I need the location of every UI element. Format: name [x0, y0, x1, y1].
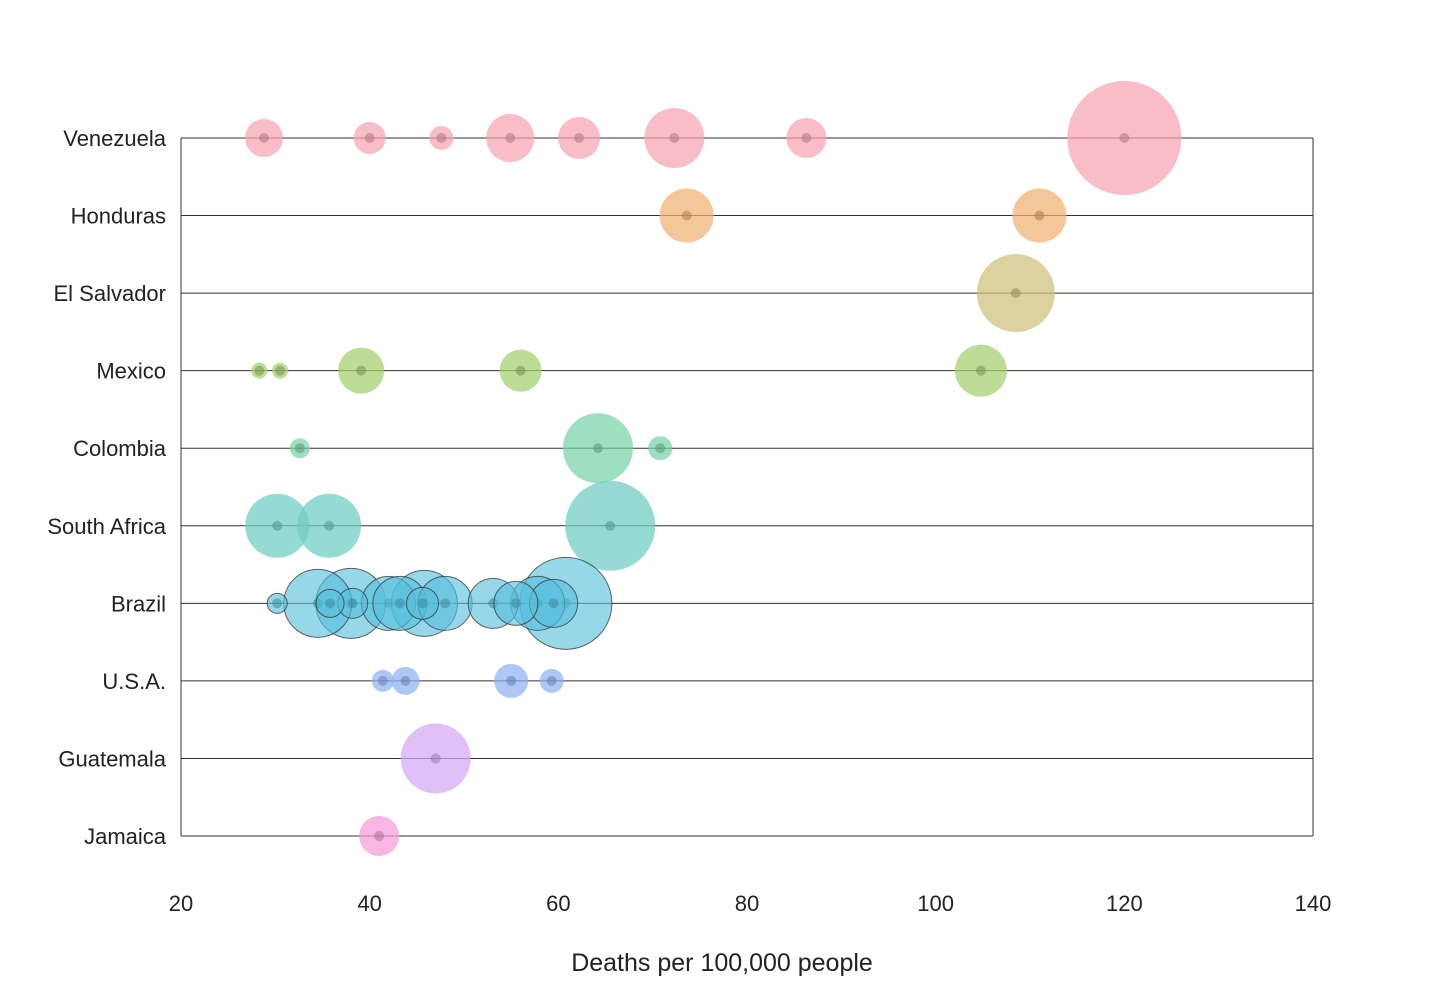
- bubble-center-south-africa-3: [324, 520, 335, 531]
- bubble-center-venezuela-8: [436, 133, 447, 143]
- bubble-center-venezuela-2: [669, 133, 680, 143]
- bubble-center-guatemala-1: [430, 753, 441, 764]
- x-tick-40: 40: [357, 891, 381, 916]
- bubble-center-mexico-5: [275, 365, 286, 376]
- bubble-center-colombia-3: [294, 443, 305, 454]
- bubble-center-u-s-a-3: [546, 675, 557, 686]
- bubble-center-jamaica-1: [374, 831, 385, 841]
- bubble-center-south-africa-2: [272, 520, 283, 531]
- bubble-center-south-africa-1: [605, 520, 616, 531]
- bubble-center-brazil-14: [325, 598, 336, 609]
- category-label-jamaica: Jamaica: [84, 824, 167, 849]
- series-colombia: [289, 413, 673, 484]
- bubbles-layer: [245, 81, 1182, 856]
- x-tick-20: 20: [169, 891, 193, 916]
- bubble-center-honduras-1: [681, 210, 692, 221]
- bubble-center-venezuela-3: [505, 133, 516, 143]
- bubble-center-mexico-1: [975, 365, 986, 376]
- bubble-center-mexico-4: [254, 365, 265, 376]
- category-labels: Venezuela Honduras El Salvador Mexico Colomb…: [47, 126, 166, 849]
- series-el-salvador: [976, 254, 1055, 333]
- bubble-center-colombia-1: [592, 443, 603, 454]
- bubble-center-brazil-15: [272, 598, 283, 609]
- bubble-center-brazil-7: [440, 598, 451, 609]
- bubble-center-brazil-6: [394, 598, 405, 609]
- bubble-center-brazil-12: [417, 598, 428, 609]
- category-label-brazil: Brazil: [111, 591, 166, 616]
- category-label-honduras: Honduras: [71, 204, 166, 229]
- bubble-center-u-s-a-2: [400, 675, 411, 686]
- category-label-mexico: Mexico: [96, 359, 166, 384]
- x-tick-140: 140: [1295, 891, 1332, 916]
- x-tick-120: 120: [1106, 891, 1143, 916]
- series-u-s-a: [371, 663, 564, 698]
- x-tick-80: 80: [735, 891, 759, 916]
- bubble-center-colombia-2: [655, 443, 666, 454]
- category-label-south-africa: South Africa: [47, 514, 166, 539]
- bubble-center-brazil-11: [510, 598, 521, 609]
- bubble-center-venezuela-1: [1119, 133, 1130, 143]
- bubble-center-el-salvador-1: [1010, 288, 1021, 299]
- bubble-center-u-s-a-4: [377, 675, 388, 686]
- bubble-center-mexico-3: [515, 365, 526, 376]
- bubble-center-venezuela-4: [574, 133, 585, 143]
- x-tick-100: 100: [917, 891, 954, 916]
- bubble-center-u-s-a-1: [506, 675, 517, 686]
- series-mexico: [251, 344, 1007, 397]
- category-label-colombia: Colombia: [73, 436, 167, 461]
- category-label-u-s-a: U.S.A.: [102, 669, 166, 694]
- series-south-africa: [245, 480, 656, 571]
- bubble-center-honduras-2: [1034, 210, 1045, 221]
- category-gridlines: [181, 137, 1313, 837]
- x-tick-60: 60: [546, 891, 570, 916]
- category-label-el-salvador: El Salvador: [53, 281, 166, 306]
- series-brazil: [266, 556, 613, 650]
- series-jamaica: [359, 816, 400, 856]
- series-venezuela: [245, 81, 1182, 195]
- bubble-center-venezuela-6: [259, 133, 270, 143]
- x-axis-title: Deaths per 100,000 people: [571, 949, 873, 977]
- bubble-center-brazil-13: [347, 598, 358, 609]
- series-guatemala: [400, 723, 471, 794]
- bubble-center-venezuela-7: [364, 133, 375, 143]
- series-honduras: [659, 188, 1067, 243]
- x-axis-tick-labels: 20 40 60 80 100 120 140: [169, 891, 1332, 916]
- category-label-guatemala: Guatemala: [58, 746, 166, 771]
- plot-frame: [180, 138, 1314, 836]
- bubble-center-mexico-2: [356, 365, 367, 376]
- category-label-venezuela: Venezuela: [63, 126, 167, 151]
- bubble-center-brazil-10: [548, 598, 559, 609]
- bubble-center-venezuela-5: [801, 133, 812, 143]
